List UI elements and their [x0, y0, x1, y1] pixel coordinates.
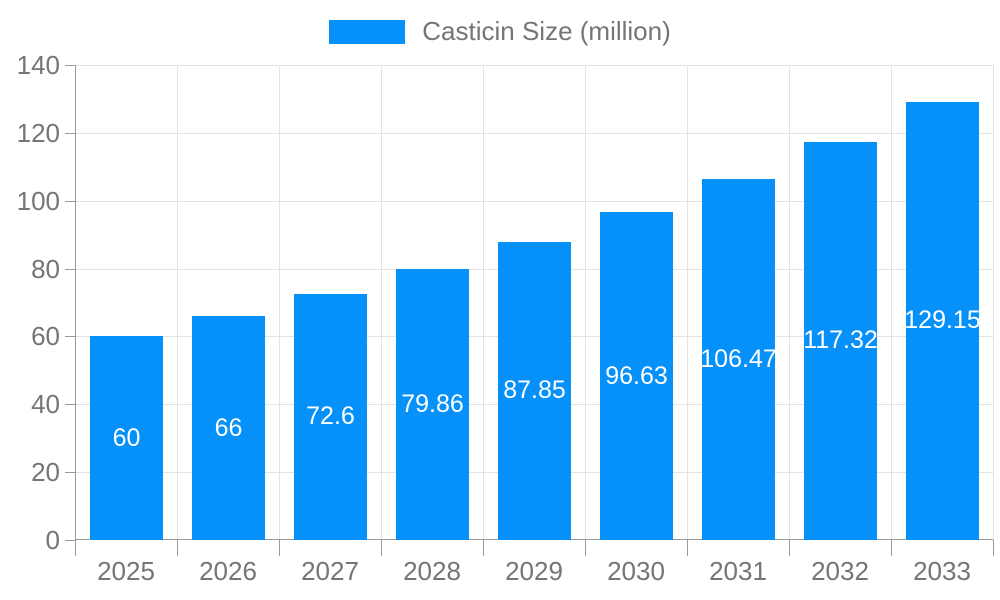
legend[interactable]: Casticin Size (million) [0, 16, 1000, 47]
y-tick [65, 200, 75, 202]
bar-value-label: 66 [214, 413, 243, 442]
bar-2028[interactable]: 79.86 [396, 269, 469, 540]
y-tick [65, 65, 75, 66]
y-tick [65, 336, 75, 338]
x-tick [75, 540, 76, 556]
y-axis-label: 60 [31, 321, 60, 352]
x-tick [381, 540, 382, 556]
x-gridline-7 [789, 65, 790, 540]
bar-2025[interactable]: 60 [90, 336, 163, 540]
bar-2031[interactable]: 106.47 [700, 178, 777, 540]
y-tick [65, 132, 75, 134]
x-tick [279, 540, 280, 556]
y-gridline-140 [75, 65, 993, 66]
bar-value-label: 96.63 [605, 361, 668, 390]
y-axis-label: 40 [31, 389, 60, 420]
y-tick [65, 472, 75, 474]
x-gridline-1 [177, 65, 178, 540]
x-tick [687, 540, 688, 556]
x-gridline-6 [687, 65, 688, 540]
y-tick [65, 404, 75, 406]
x-axis-label-2029: 2029 [505, 556, 563, 586]
legend-label: Casticin Size (million) [422, 16, 671, 46]
x-tick [585, 540, 586, 556]
plot-area: 60 66 72.6 79.86 87.85 96.63 106.47 117.32 129.1… [65, 65, 994, 556]
bar-2030[interactable]: 96.63 [600, 212, 673, 540]
x-gridline-9 [993, 65, 994, 540]
x-tick [177, 540, 178, 556]
y-axis-label: 0 [45, 525, 60, 555]
y-axis-label: 80 [31, 253, 60, 284]
bar-2027[interactable]: 72.6 [294, 293, 367, 540]
bar-value-label: 129.15 [904, 306, 981, 335]
y-axis-label: 120 [16, 117, 60, 148]
x-axis-label-2030: 2030 [607, 556, 665, 586]
bar-2026[interactable]: 66 [192, 316, 265, 540]
y-tick [65, 540, 75, 541]
x-axis-label-2027: 2027 [301, 556, 359, 586]
bar-value-label: 106.47 [700, 344, 777, 373]
x-axis-label-2025: 2025 [97, 556, 155, 586]
legend-swatch [329, 19, 406, 44]
y-tick [65, 268, 75, 270]
x-axis-label-2026: 2026 [199, 556, 257, 586]
y-axis-label: 20 [31, 457, 60, 488]
y-gridline-120 [75, 132, 993, 134]
y-gridline-100 [75, 200, 993, 202]
x-tick [483, 540, 484, 556]
x-gridline-5 [585, 65, 586, 540]
bar-2032[interactable]: 117.32 [803, 141, 878, 540]
x-axis-label-2033: 2033 [913, 556, 971, 586]
x-gridline-3 [381, 65, 382, 540]
x-axis-label-2028: 2028 [403, 556, 461, 586]
bar-2029[interactable]: 87.85 [498, 241, 571, 540]
bar-value-label: 60 [112, 423, 141, 452]
x-gridline-2 [279, 65, 280, 540]
x-axis-label-2031: 2031 [709, 556, 767, 586]
bar-value-label: 117.32 [803, 326, 878, 355]
x-tick [891, 540, 892, 556]
y-axis-label: 140 [16, 50, 60, 80]
bar-value-label: 72.6 [306, 402, 355, 431]
x-gridline-8 [891, 65, 892, 540]
y-axis-label: 100 [16, 185, 60, 216]
x-gridline-4 [483, 65, 484, 540]
y-axis-line [75, 65, 76, 540]
bar-value-label: 79.86 [401, 390, 464, 418]
x-tick [993, 540, 994, 556]
x-tick [789, 540, 790, 556]
bar-value-label: 87.85 [503, 376, 566, 405]
x-axis-label-2032: 2032 [811, 556, 869, 586]
bar-2033[interactable]: 129.15 [904, 101, 981, 540]
